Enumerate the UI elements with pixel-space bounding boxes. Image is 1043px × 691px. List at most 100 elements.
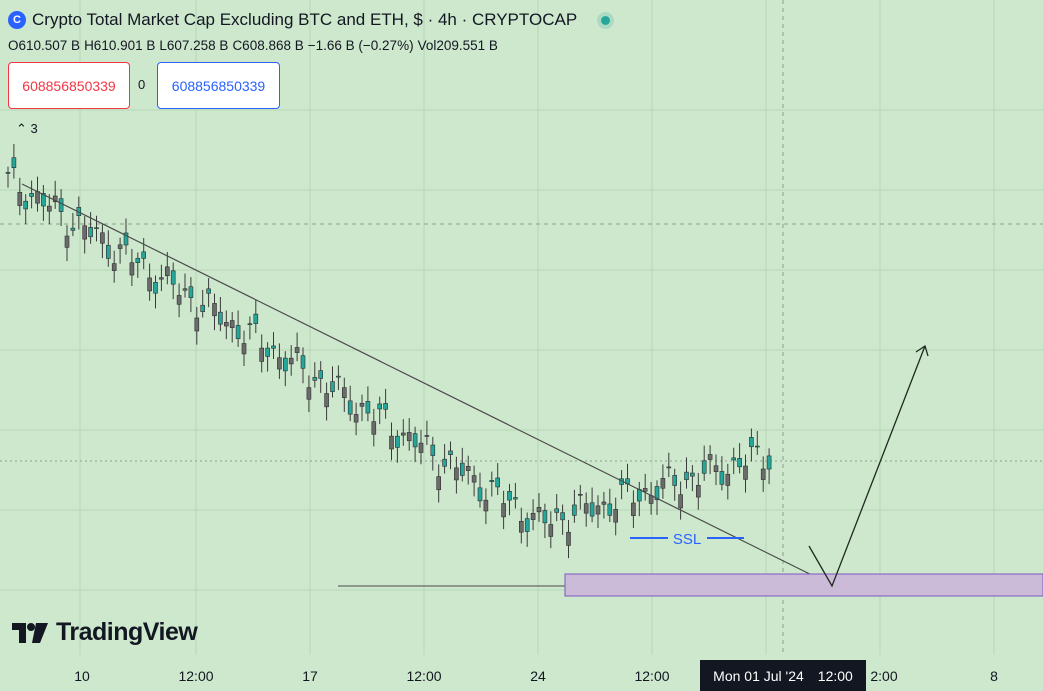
candle (707, 445, 713, 475)
candle-body (259, 347, 265, 362)
candle (554, 494, 560, 522)
candle-body (489, 480, 495, 483)
ssl-label: SSL (673, 531, 701, 548)
candle (235, 310, 241, 347)
candle (46, 194, 52, 225)
candle (353, 402, 359, 436)
candle (165, 251, 170, 285)
market-status-icon (601, 15, 611, 25)
candle (459, 447, 465, 482)
candle-body (336, 375, 341, 378)
x-tick-label: 12:00 (634, 668, 670, 684)
candle (359, 394, 365, 422)
candle-body (218, 311, 223, 325)
candle (64, 225, 70, 262)
candle-body (194, 317, 200, 332)
candle-body (277, 357, 282, 370)
candle-body (430, 444, 436, 456)
symbol-title[interactable]: Crypto Total Market Cap Excluding BTC an… (32, 10, 578, 29)
candle-body (501, 503, 506, 518)
candle-body (235, 325, 241, 339)
candle (82, 216, 87, 254)
candle (536, 493, 542, 522)
candle-body (566, 531, 571, 546)
candle (318, 361, 324, 393)
candle-body (170, 270, 176, 285)
candle-body (141, 251, 146, 259)
candle (371, 408, 377, 447)
buy-button[interactable]: 608856850339 (157, 62, 280, 109)
candle (719, 456, 725, 491)
candle-body (165, 266, 170, 277)
chevron-up-icon: ⌃ (16, 121, 27, 136)
candle-body (737, 458, 742, 468)
candlestick-series (5, 143, 772, 559)
candle-body (106, 244, 111, 259)
candle-body (690, 472, 695, 477)
candle-body (383, 403, 388, 410)
candle (41, 184, 46, 221)
candle (513, 482, 518, 509)
candle (542, 503, 548, 539)
candle (253, 299, 259, 334)
candle (365, 386, 371, 422)
candle-body (631, 502, 636, 516)
candle (324, 382, 329, 421)
ohlc-close: C608.868 B (232, 38, 304, 53)
candle (548, 511, 554, 549)
candle (436, 464, 442, 503)
candle-body (64, 235, 70, 248)
candle-body (377, 403, 383, 410)
candle-body (29, 193, 34, 197)
candle (159, 264, 164, 292)
candle (218, 296, 223, 332)
indicators-collapse-toggle[interactable]: ⌃ 3 (16, 121, 38, 137)
candle (749, 428, 754, 462)
candle-body (560, 512, 565, 521)
candle (229, 311, 235, 343)
candle-body (395, 435, 400, 448)
candle (277, 343, 282, 379)
candle-body (371, 421, 377, 435)
candle-body (306, 387, 312, 400)
indicators-count: 3 (30, 121, 38, 136)
candle-body (229, 320, 235, 328)
candle (660, 464, 666, 499)
candle-body (147, 277, 152, 292)
candle (684, 457, 689, 489)
candle-body (424, 435, 430, 437)
tradingview-logo[interactable]: TradingView (12, 618, 198, 647)
candle (442, 444, 447, 474)
candle (701, 445, 707, 481)
candle-body (572, 504, 577, 516)
candle-body (46, 205, 52, 212)
candle-body (324, 393, 329, 408)
candle (17, 177, 23, 216)
ohlc-volume: Vol209.551 B (417, 38, 498, 53)
candle-body (318, 370, 324, 379)
drawing-layer: SSL (21, 183, 1043, 597)
chart-header: C Crypto Total Market Cap Excluding BTC … (8, 10, 611, 30)
candle (400, 419, 406, 446)
candle (206, 278, 211, 308)
candle-body (613, 509, 619, 523)
candle-body (330, 381, 335, 392)
candle (631, 490, 636, 528)
candle (94, 215, 99, 242)
candle-body (265, 347, 270, 357)
candle-body (88, 227, 93, 238)
candle (454, 456, 459, 494)
candle-body (749, 437, 754, 448)
candle-body (347, 400, 353, 415)
cryptocap-logo-icon: C (8, 11, 26, 29)
candle-body (135, 257, 141, 263)
sell-button[interactable]: 608856850339 (8, 62, 130, 109)
candle-body (359, 402, 365, 407)
candle (566, 519, 571, 559)
candle (241, 330, 247, 366)
candle (412, 426, 418, 463)
candle (259, 334, 265, 373)
candle-body (642, 488, 648, 492)
candle (176, 283, 182, 318)
